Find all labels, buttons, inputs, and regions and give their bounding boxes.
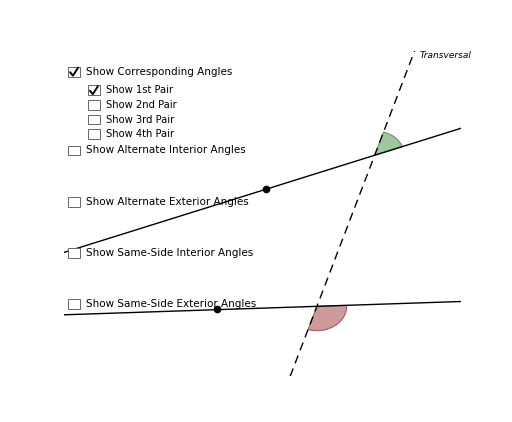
Text: Show Alternate Exterior Angles: Show Alternate Exterior Angles — [86, 197, 248, 207]
Text: Transversal: Transversal — [419, 51, 471, 60]
Wedge shape — [308, 306, 347, 331]
Text: Show Same-Side Interior Angles: Show Same-Side Interior Angles — [86, 248, 253, 258]
FancyBboxPatch shape — [68, 299, 80, 309]
Text: Show 1st Pair: Show 1st Pair — [105, 85, 173, 95]
Text: Show 4th Pair: Show 4th Pair — [105, 129, 174, 139]
Wedge shape — [375, 132, 402, 155]
FancyBboxPatch shape — [88, 129, 100, 139]
FancyBboxPatch shape — [88, 100, 100, 110]
Text: Show Alternate Interior Angles: Show Alternate Interior Angles — [86, 146, 246, 155]
Text: Show Same-Side Exterior Angles: Show Same-Side Exterior Angles — [86, 299, 256, 309]
Text: Show 3rd Pair: Show 3rd Pair — [105, 114, 174, 124]
FancyBboxPatch shape — [68, 197, 80, 207]
FancyBboxPatch shape — [68, 146, 80, 155]
FancyBboxPatch shape — [68, 248, 80, 257]
Text: Show Corresponding Angles: Show Corresponding Angles — [86, 67, 232, 77]
FancyBboxPatch shape — [68, 67, 80, 77]
FancyBboxPatch shape — [88, 115, 100, 124]
FancyBboxPatch shape — [88, 85, 100, 95]
Text: Show 2nd Pair: Show 2nd Pair — [105, 100, 177, 110]
